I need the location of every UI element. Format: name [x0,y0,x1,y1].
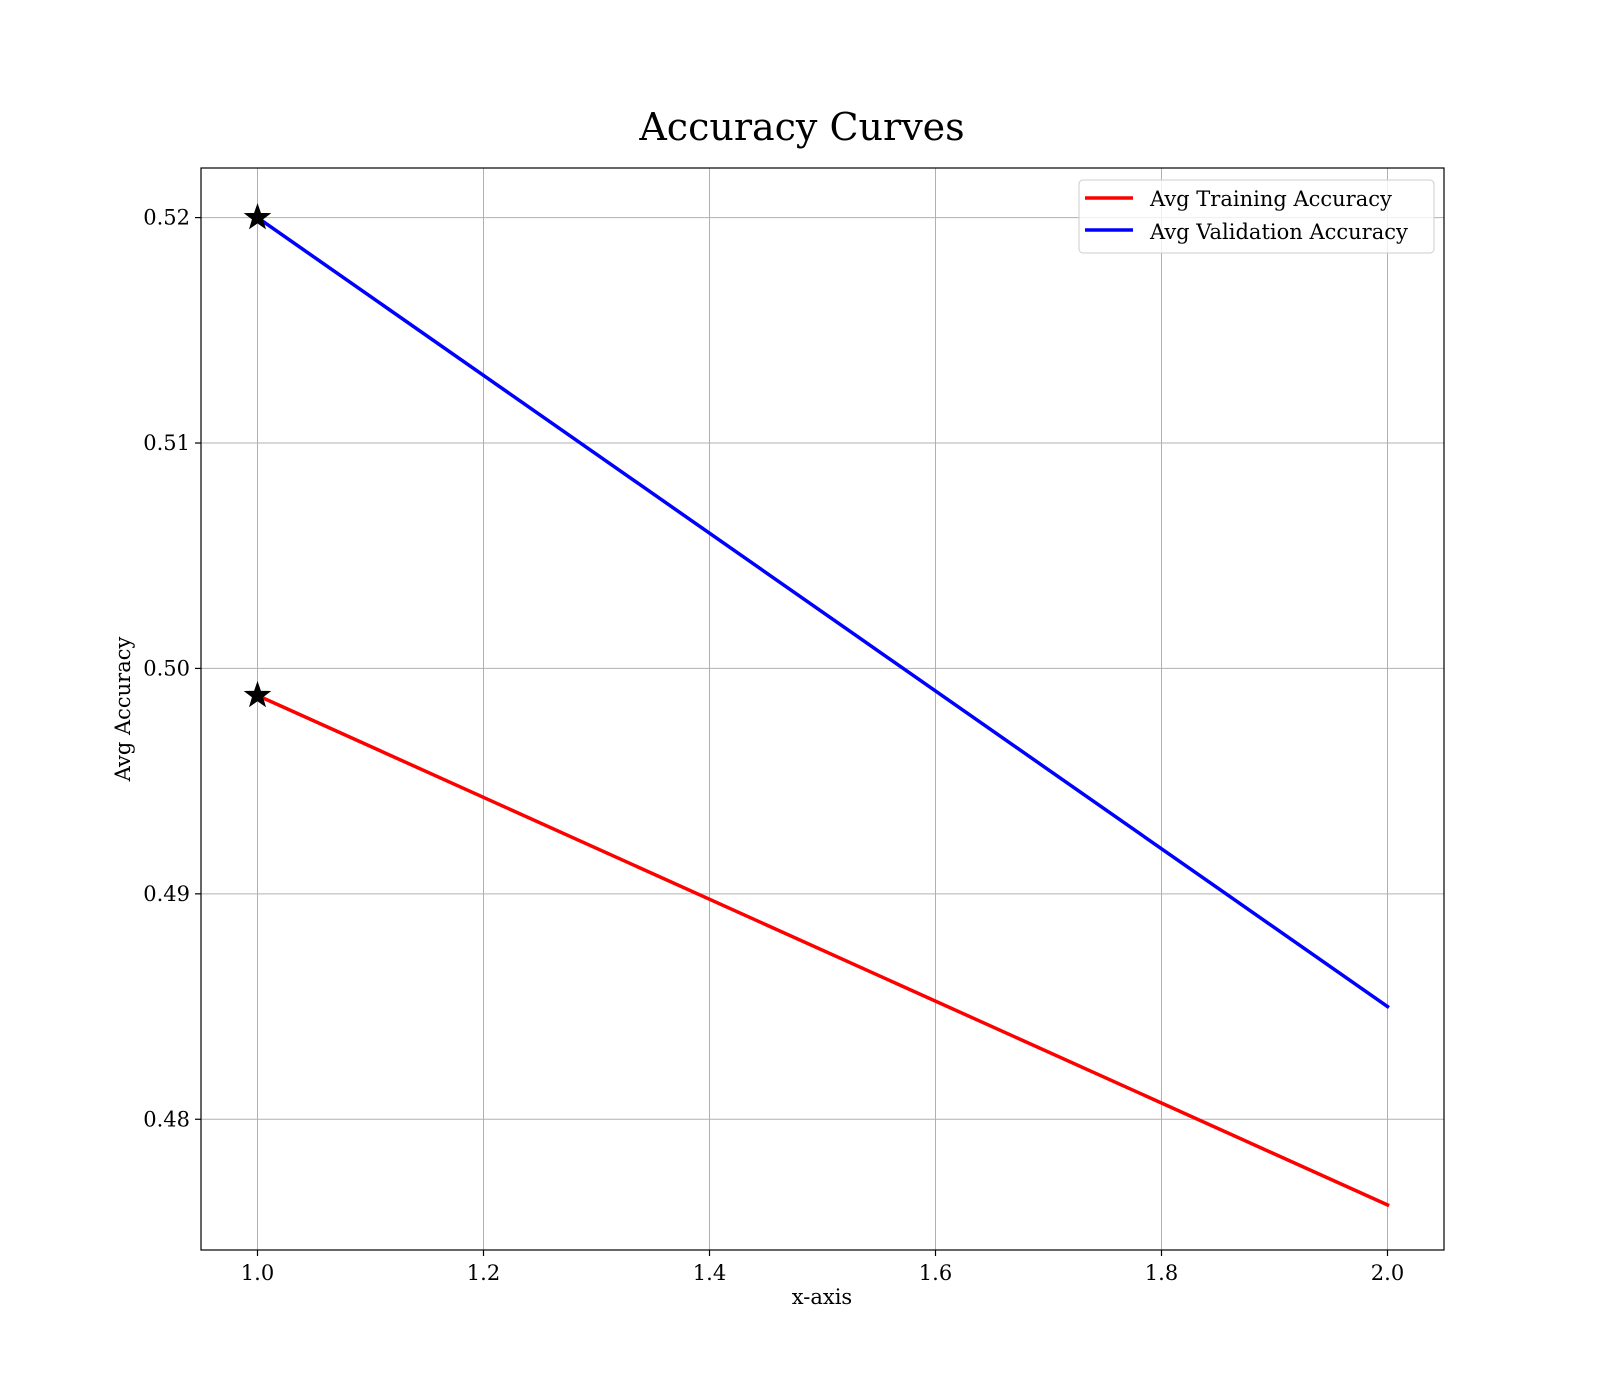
x-tick-label: 1.4 [693,1261,726,1285]
training-accuracy-line [255,693,1390,1208]
plot-frame [200,167,1445,1251]
chart-title: Accuracy Curves [638,105,964,149]
validation-accuracy-line [255,215,1390,1009]
legend-label-training: Avg Training Accuracy [1149,187,1392,211]
x-tick-label: 1.8 [1145,1261,1178,1285]
x-tick-label: 1.2 [467,1261,500,1285]
x-tick-label: 2.0 [1371,1261,1404,1285]
y-axis-label: Avg Accuracy [111,637,135,783]
y-tick-label: 0.49 [143,882,190,906]
marker-layer [243,203,272,708]
x-tick-label: 1.0 [241,1261,274,1285]
legend-box [1078,179,1435,254]
legend-label-validation: Avg Validation Accuracy [1149,220,1408,244]
grid-layer [201,168,1444,1250]
x-axis-label: x-axis [792,1285,852,1309]
validation-start-star-marker [243,203,272,230]
y-tick-label: 0.51 [143,431,190,455]
y-tick-label: 0.52 [143,206,190,230]
y-tick-label: 0.48 [143,1107,190,1131]
y-tick-label: 0.50 [143,656,190,680]
tick-layer: 1.0 1.2 1.4 1.6 1.8 2.0 0.48 0.49 0.50 0.51 0.52 [143,206,1404,1285]
series-layer [255,215,1390,1208]
legend: Avg Training Accuracy Avg Validation Acc… [1078,179,1435,254]
x-tick-label: 1.6 [919,1261,952,1285]
training-start-star-marker [243,680,272,708]
